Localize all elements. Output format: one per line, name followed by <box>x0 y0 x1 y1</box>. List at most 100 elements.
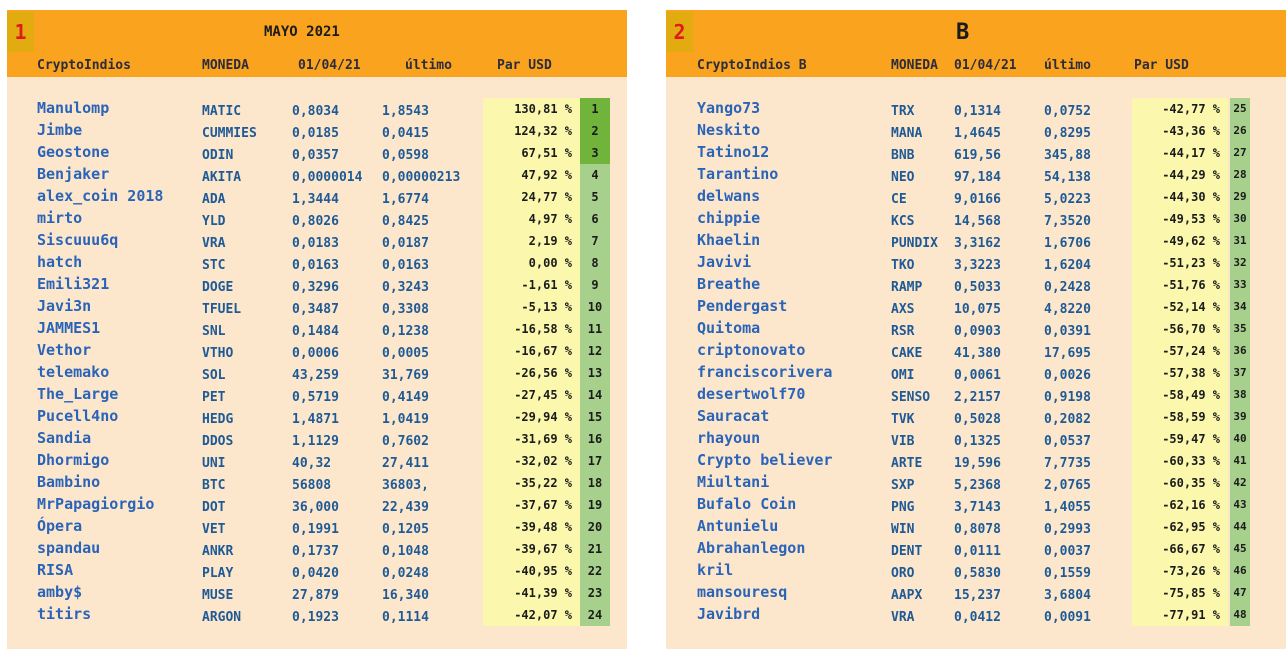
coin-symbol: DOT <box>202 500 226 515</box>
last-price: 0,0415 <box>382 126 429 141</box>
percent-change: -29,94 % <box>483 406 580 428</box>
player-name: franciscorivera <box>697 363 833 381</box>
start-price: 41,380 <box>954 346 1001 361</box>
percent-change: -26,56 % <box>483 362 580 384</box>
percent-change: -43,36 % <box>1132 120 1228 142</box>
start-price: 15,237 <box>954 588 1001 603</box>
table-row: Abrahanlegon DENT 0,0111 0,0037 -66,67 % 45 <box>666 538 1286 560</box>
table-row: Siscuuu6q VRA 0,0183 0,0187 2,19 % 7 <box>7 230 627 252</box>
table-row: telemako SOL 43,259 31,769 -26,56 % 13 <box>7 362 627 384</box>
start-price: 0,3487 <box>292 302 339 317</box>
table-row: Neskito MANA 1,4645 0,8295 -43,36 % 26 <box>666 120 1286 142</box>
last-price: 0,0163 <box>382 258 429 273</box>
percent-change: -57,38 % <box>1132 362 1228 384</box>
coin-symbol: VRA <box>891 610 915 625</box>
coin-symbol: AXS <box>891 302 915 317</box>
percent-change: -44,29 % <box>1132 164 1228 186</box>
rank-number: 4 <box>580 164 610 186</box>
percent-change: -60,35 % <box>1132 472 1228 494</box>
percent-change: -32,02 % <box>483 450 580 472</box>
coin-symbol: BTC <box>202 478 226 493</box>
player-name: Sandia <box>37 429 92 447</box>
coin-symbol: TFUEL <box>202 302 242 317</box>
last-price: 0,0091 <box>1044 610 1091 625</box>
last-price: 0,9198 <box>1044 390 1091 405</box>
player-name: kril <box>697 561 734 579</box>
player-name: Bambino <box>37 473 101 491</box>
coin-symbol: TKO <box>891 258 915 273</box>
rank-number: 39 <box>1230 406 1250 428</box>
percent-change: -49,62 % <box>1132 230 1228 252</box>
start-price: 0,1314 <box>954 104 1001 119</box>
coin-symbol: CAKE <box>891 346 923 361</box>
coin-symbol: DOGE <box>202 280 234 295</box>
start-price: 0,0185 <box>292 126 339 141</box>
column-header-last: último <box>1044 58 1091 73</box>
table-row: Miultani SXP 5,2368 2,0765 -60,35 % 42 <box>666 472 1286 494</box>
table-row: spandau ANKR 0,1737 0,1048 -39,67 % 21 <box>7 538 627 560</box>
column-header-par-usd: Par USD <box>1134 58 1189 73</box>
rank-number: 12 <box>580 340 610 362</box>
player-name: criptonovato <box>697 341 806 359</box>
percent-change: -56,70 % <box>1132 318 1228 340</box>
rank-number: 27 <box>1230 142 1250 164</box>
table-row: Dhormigo UNI 40,32 27,411 -32,02 % 17 <box>7 450 627 472</box>
rank-number: 38 <box>1230 384 1250 406</box>
last-price: 0,0391 <box>1044 324 1091 339</box>
last-price: 0,4149 <box>382 390 429 405</box>
start-price: 27,879 <box>292 588 339 603</box>
start-price: 619,56 <box>954 148 1001 163</box>
start-price: 0,0903 <box>954 324 1001 339</box>
percent-change: -62,95 % <box>1132 516 1228 538</box>
start-price: 0,0000014 <box>292 170 363 185</box>
last-price: 0,0752 <box>1044 104 1091 119</box>
last-price: 0,2428 <box>1044 280 1091 295</box>
percent-change: -73,26 % <box>1132 560 1228 582</box>
coin-symbol: MATIC <box>202 104 242 119</box>
last-price: 0,1559 <box>1044 566 1091 581</box>
player-name: Yango73 <box>697 99 761 117</box>
rank-number: 25 <box>1230 98 1250 120</box>
rank-number: 32 <box>1230 252 1250 274</box>
table-row: chippie KCS 14,568 7,3520 -49,53 % 30 <box>666 208 1286 230</box>
player-name: hatch <box>37 253 83 271</box>
coin-symbol: PLAY <box>202 566 234 581</box>
start-price: 0,0420 <box>292 566 339 581</box>
last-price: 0,0537 <box>1044 434 1091 449</box>
last-price: 54,138 <box>1044 170 1091 185</box>
player-name: delwans <box>697 187 761 205</box>
percent-change: -40,95 % <box>483 560 580 582</box>
ranking-panel-2: 2 B CryptoIndios B MONEDA 01/04/21 últim… <box>666 10 1286 649</box>
player-name: Tatino12 <box>697 143 770 161</box>
percent-change: -5,13 % <box>483 296 580 318</box>
percent-change: -51,23 % <box>1132 252 1228 274</box>
percent-change: -44,17 % <box>1132 142 1228 164</box>
player-name: mirto <box>37 209 83 227</box>
player-name: chippie <box>697 209 761 227</box>
last-price: 0,0187 <box>382 236 429 251</box>
last-price: 2,0765 <box>1044 478 1091 493</box>
rank-number: 29 <box>1230 186 1250 208</box>
percent-change: -35,22 % <box>483 472 580 494</box>
rank-number: 46 <box>1230 560 1250 582</box>
rank-number: 10 <box>580 296 610 318</box>
percent-change: 47,92 % <box>483 164 580 186</box>
coin-symbol: DENT <box>891 544 923 559</box>
rank-number: 26 <box>1230 120 1250 142</box>
last-price: 1,0419 <box>382 412 429 427</box>
table-row: Manulomp MATIC 0,8034 1,8543 130,81 % 1 <box>7 98 627 120</box>
player-name: Pendergast <box>697 297 788 315</box>
rank-number: 9 <box>580 274 610 296</box>
table-row: Yango73 TRX 0,1314 0,0752 -42,77 % 25 <box>666 98 1286 120</box>
start-price: 0,8026 <box>292 214 339 229</box>
coin-symbol: VET <box>202 522 226 537</box>
table-row: Pendergast AXS 10,075 4,8220 -52,14 % 34 <box>666 296 1286 318</box>
coin-symbol: OMI <box>891 368 915 383</box>
player-name: desertwolf70 <box>697 385 806 403</box>
start-price: 0,8078 <box>954 522 1001 537</box>
table-row: Antunielu WIN 0,8078 0,2993 -62,95 % 44 <box>666 516 1286 538</box>
percent-change: -58,59 % <box>1132 406 1228 428</box>
coin-symbol: VIB <box>891 434 915 449</box>
start-price: 0,0183 <box>292 236 339 251</box>
player-name: Miultani <box>697 473 770 491</box>
